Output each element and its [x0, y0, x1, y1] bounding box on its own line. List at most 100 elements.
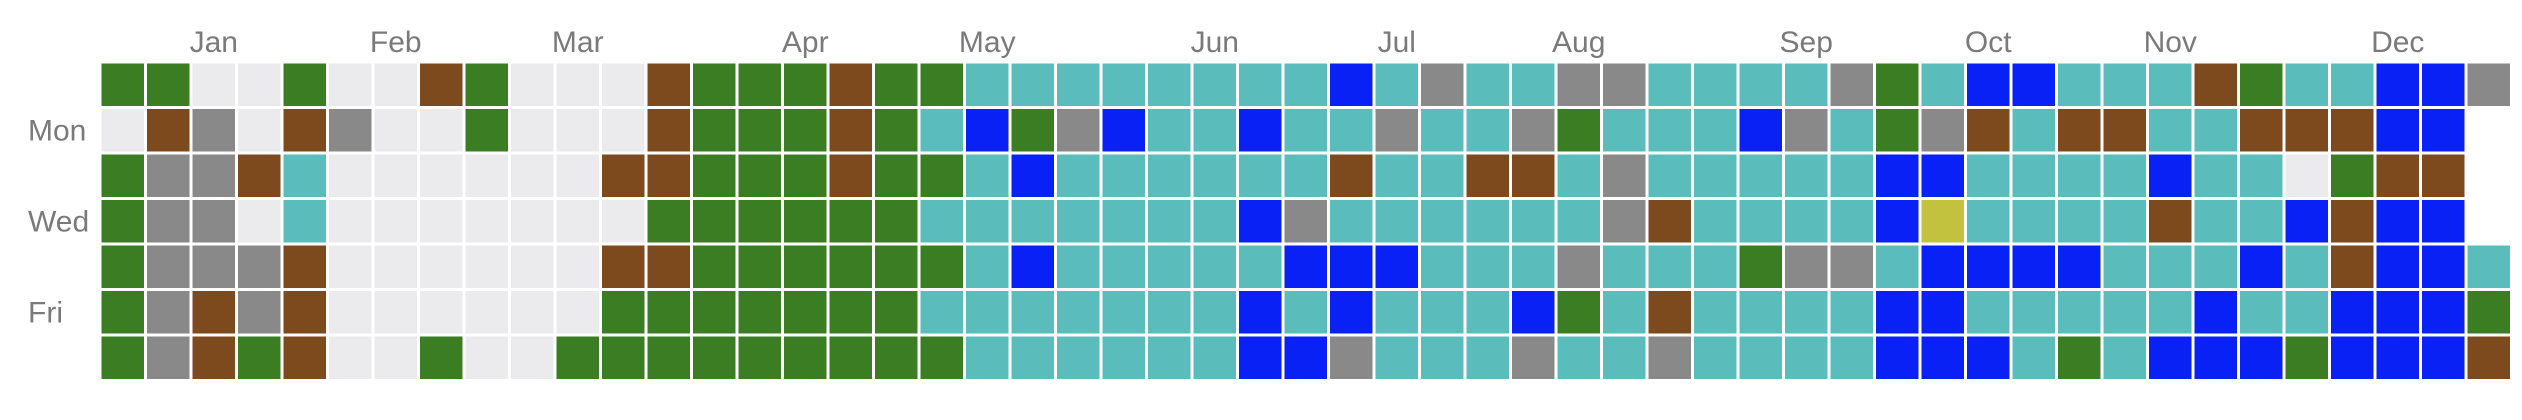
heatmap-cell: [144, 288, 193, 337]
heatmap-cell: [280, 60, 329, 109]
heatmap-cell: [1418, 106, 1467, 155]
heatmap-cell: [1099, 197, 1148, 246]
heatmap-cell: [1691, 242, 1740, 291]
heatmap-cell: [2237, 288, 2286, 337]
heatmap-cell: [1600, 333, 1649, 382]
heatmap-cell: [462, 242, 511, 291]
heatmap-cell: [1554, 197, 1603, 246]
heatmap-cell: [1054, 288, 1103, 337]
heatmap-cell: [1418, 333, 1467, 382]
heatmap-cell: [2100, 333, 2149, 382]
heatmap-cell: [2328, 333, 2377, 382]
heatmap-cell: [1190, 242, 1239, 291]
month-label: Aug: [1552, 26, 1605, 59]
heatmap-cell: [462, 288, 511, 337]
heatmap-cell: [1645, 106, 1694, 155]
heatmap-cell: [2373, 242, 2422, 291]
heatmap-cell: [189, 106, 238, 155]
heatmap-cell: [1372, 106, 1421, 155]
heatmap-cell: [2055, 197, 2104, 246]
heatmap-cell: [371, 106, 420, 155]
heatmap-cell: [98, 106, 147, 155]
heatmap-cell: [508, 60, 557, 109]
heatmap-cell: [781, 197, 830, 246]
heatmap-cell: [1645, 242, 1694, 291]
heatmap-cell: [2009, 333, 2058, 382]
heatmap-cell: [2191, 106, 2240, 155]
heatmap-cell: [690, 151, 739, 200]
heatmap-cell: [1281, 242, 1330, 291]
heatmap-cell: [2191, 60, 2240, 109]
heatmap-cell: [644, 333, 693, 382]
heatmap-cell: [462, 333, 511, 382]
heatmap-cell: [826, 151, 875, 200]
heatmap-cell: [235, 242, 284, 291]
heatmap-cell: [1418, 60, 1467, 109]
heatmap-cell: [1008, 197, 1057, 246]
month-label: Apr: [782, 26, 829, 59]
heatmap-cell: [2282, 151, 2331, 200]
heatmap-cell: [1008, 333, 1057, 382]
heatmap-cell: [917, 197, 966, 246]
heatmap-cell: [508, 288, 557, 337]
heatmap-cell: [1827, 288, 1876, 337]
heatmap-cell: [1463, 288, 1512, 337]
heatmap-cell: [417, 151, 466, 200]
heatmap-cell: [1054, 197, 1103, 246]
heatmap-cell: [1281, 288, 1330, 337]
heatmap-cell: [326, 151, 375, 200]
heatmap-cell: [2100, 288, 2149, 337]
month-label: Sep: [1780, 26, 1833, 59]
heatmap-cell: [1782, 242, 1831, 291]
heatmap-cell: [1145, 60, 1194, 109]
heatmap-cell: [2328, 242, 2377, 291]
heatmap-cell: [735, 288, 784, 337]
heatmap-cell: [417, 197, 466, 246]
heatmap-cell: [1281, 197, 1330, 246]
heatmap-cell: [508, 333, 557, 382]
heatmap-cell: [189, 151, 238, 200]
heatmap-cell: [2146, 288, 2195, 337]
heatmap-cell: [326, 197, 375, 246]
heatmap-cell: [1918, 333, 1967, 382]
heatmap-cell: [872, 151, 921, 200]
heatmap-cell: [98, 333, 147, 382]
heatmap-cell: [690, 60, 739, 109]
heatmap-cell: [2282, 242, 2331, 291]
heatmap-cell: [1736, 106, 1785, 155]
heatmap-cell: [644, 288, 693, 337]
heatmap-cell: [1236, 151, 1285, 200]
heatmap-cell: [735, 60, 784, 109]
heatmap-cell: [1327, 333, 1376, 382]
heatmap-cell: [1509, 333, 1558, 382]
heatmap-cell: [2419, 197, 2468, 246]
heatmap-cell: [1418, 288, 1467, 337]
month-label: Nov: [2144, 26, 2197, 59]
heatmap-cell: [1918, 197, 1967, 246]
weekday-label: Mon: [28, 114, 86, 147]
heatmap-cell: [1145, 151, 1194, 200]
heatmap-cell: [417, 106, 466, 155]
heatmap-cell: [98, 60, 147, 109]
heatmap-cell: [2464, 288, 2513, 337]
heatmap-cell: [2100, 197, 2149, 246]
heatmap-cells: [98, 60, 2513, 382]
heatmap-cell: [1054, 151, 1103, 200]
heatmap-cell: [1236, 242, 1285, 291]
heatmap-cell: [1327, 151, 1376, 200]
heatmap-cell: [1372, 242, 1421, 291]
heatmap-cell: [599, 197, 648, 246]
heatmap-cell: [2146, 151, 2195, 200]
heatmap-cell: [2055, 151, 2104, 200]
heatmap-cell: [2146, 333, 2195, 382]
heatmap-cell: [2419, 242, 2468, 291]
heatmap-cell: [2191, 197, 2240, 246]
heatmap-cell: [1554, 60, 1603, 109]
heatmap-cell: [1600, 242, 1649, 291]
heatmap-cell: [280, 151, 329, 200]
heatmap-cell: [2464, 242, 2513, 291]
heatmap-cell: [1873, 288, 1922, 337]
heatmap-cell: [144, 151, 193, 200]
heatmap-cell: [1281, 151, 1330, 200]
heatmap-cell: [690, 197, 739, 246]
